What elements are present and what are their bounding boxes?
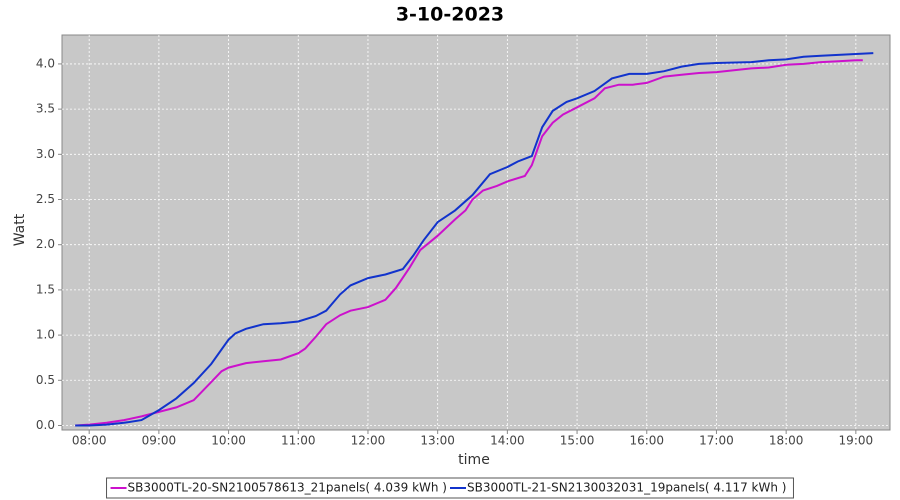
- y-tick-label: 3.0: [36, 147, 55, 161]
- x-axis-label: time: [458, 452, 490, 468]
- y-tick-label: 1.5: [36, 282, 55, 296]
- y-tick-label: 2.5: [36, 192, 55, 206]
- x-tick-label: 14:00: [490, 434, 525, 448]
- y-tick-label: 2.0: [36, 237, 55, 251]
- series-line: [75, 59, 863, 427]
- x-tick-label: 08:00: [72, 434, 107, 448]
- chart-title: 3-10-2023: [396, 4, 504, 26]
- y-tick-label: 0.0: [36, 418, 55, 432]
- plot-area: [61, 34, 891, 431]
- x-tick-label: 10:00: [211, 434, 246, 448]
- legend: SB3000TL-20-SN2100578613_21panels( 4.039…: [106, 477, 794, 499]
- y-tick-label: 3.5: [36, 102, 55, 116]
- x-tick-label: 13:00: [420, 434, 455, 448]
- x-tick-label: 17:00: [699, 434, 734, 448]
- y-tick-label: 4.0: [36, 56, 55, 70]
- y-tick-label: 1.0: [36, 328, 55, 342]
- x-tick-label: 11:00: [281, 434, 316, 448]
- x-tick-label: 15:00: [560, 434, 595, 448]
- y-axis-label: Watt: [12, 213, 28, 246]
- x-tick-label: 19:00: [839, 434, 874, 448]
- x-tick-label: 16:00: [629, 434, 664, 448]
- x-tick-label: 18:00: [769, 434, 804, 448]
- legend-label: SB3000TL-20-SN2100578613_21panels( 4.039…: [128, 481, 447, 495]
- legend-label: SB3000TL-21-SN2130032031_19panels( 4.117…: [467, 481, 786, 495]
- x-tick-label: 09:00: [142, 434, 177, 448]
- x-tick-label: 12:00: [351, 434, 386, 448]
- y-tick-label: 0.5: [36, 373, 55, 387]
- series-line: [75, 52, 874, 427]
